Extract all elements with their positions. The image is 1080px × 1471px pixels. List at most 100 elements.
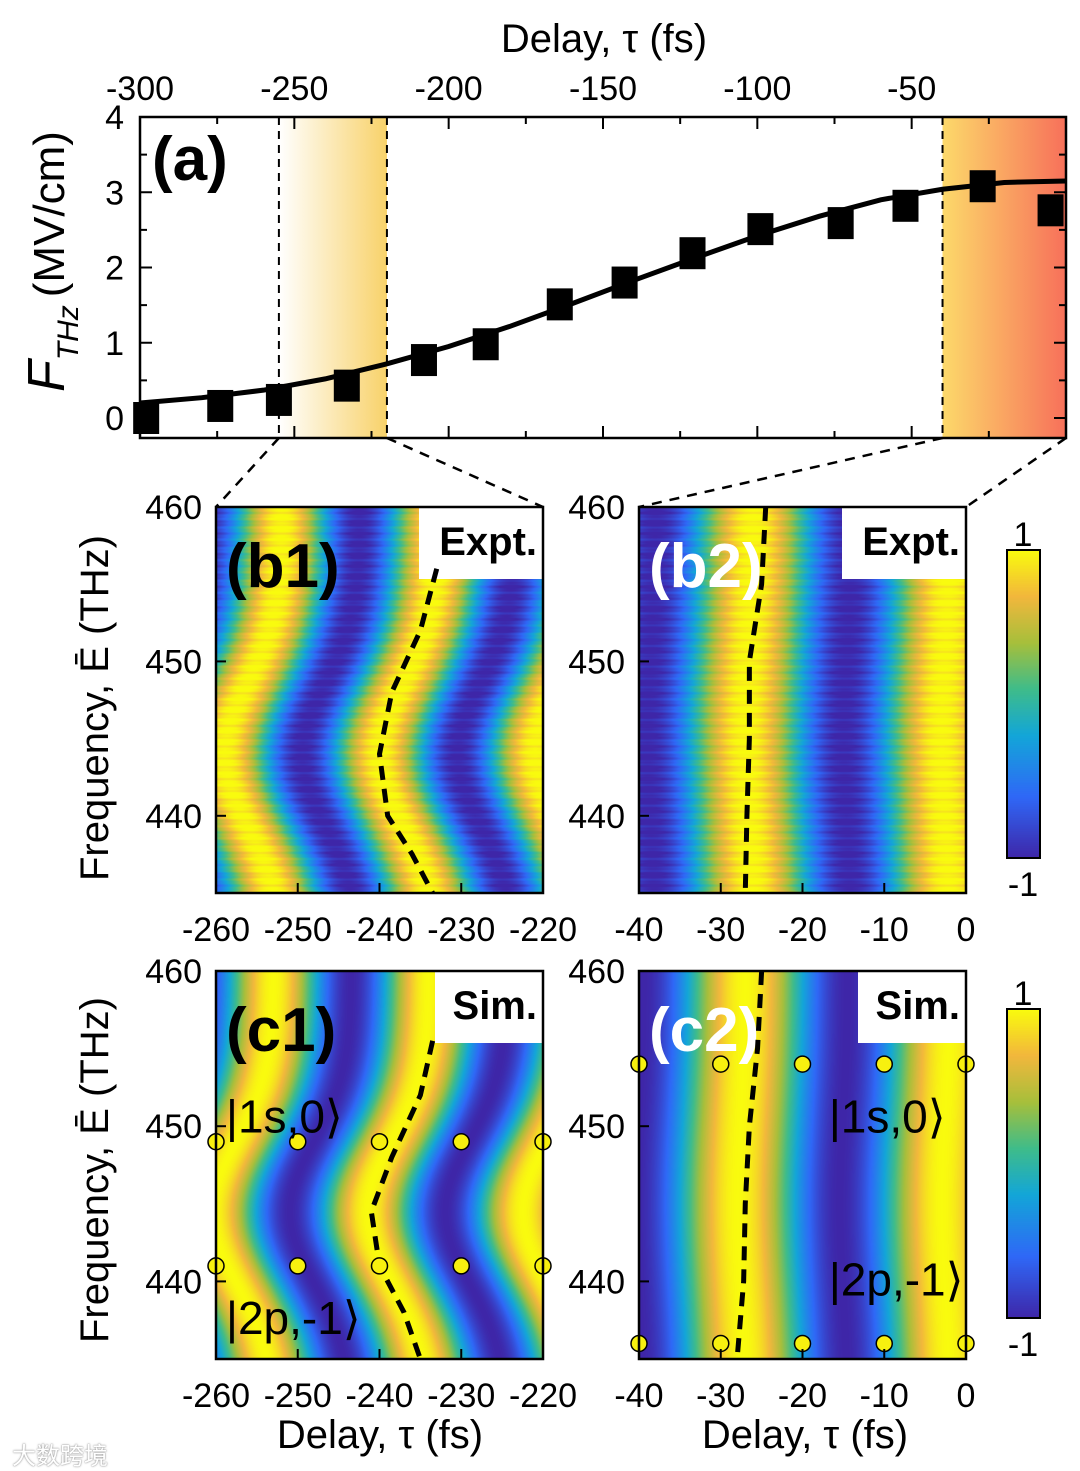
x-tick-label: -10 xyxy=(860,911,909,949)
data-point xyxy=(1037,194,1064,227)
state-marker-dot xyxy=(289,1132,307,1151)
x-tick-label: -260 xyxy=(182,911,250,949)
y-tick-label: 450 xyxy=(145,643,202,681)
y-tick-label: 450 xyxy=(568,643,625,681)
watermark: 大数跨境 xyxy=(12,1442,108,1470)
dashed-guide-b2 xyxy=(742,506,769,894)
state-marker-dot xyxy=(370,1257,389,1275)
zoom-connector-line xyxy=(386,436,544,509)
colorbar-frame xyxy=(1006,549,1041,859)
x-tick-label: -20 xyxy=(778,1377,827,1415)
zoom-connector-line xyxy=(215,437,280,508)
data-point xyxy=(611,266,638,299)
x-tick-label: -250 xyxy=(260,70,328,108)
data-point xyxy=(546,288,573,321)
y-tick-label: 2 xyxy=(105,250,124,288)
dashed-guide-c2 xyxy=(734,970,765,1360)
colorbar-frame xyxy=(1006,1008,1041,1319)
y-tick-label: 440 xyxy=(145,798,202,836)
x-tick-label: -30 xyxy=(696,1377,745,1415)
state-marker-dot xyxy=(712,1055,730,1073)
data-point xyxy=(827,207,854,240)
x-tick-label: -30 xyxy=(696,911,745,949)
x-tick-label: -240 xyxy=(345,1377,413,1415)
colorbar-max-label: 1 xyxy=(1014,516,1033,554)
y-tick-label: 450 xyxy=(568,1108,625,1146)
ket-label: |2p,-1⟩ xyxy=(829,1253,964,1305)
panel-label-c1: (c1) xyxy=(226,996,336,1065)
x-tick-label: -240 xyxy=(345,911,413,949)
tag-box xyxy=(842,507,966,579)
y-axis-subscript: THz xyxy=(52,305,85,360)
dashed-guide-c1 xyxy=(368,1040,436,1360)
y-tick-label: 460 xyxy=(145,953,202,991)
panel-label-b1: (b1) xyxy=(226,532,340,601)
zoom-connector-line xyxy=(638,436,943,509)
colorbar-top xyxy=(1007,550,1040,858)
state-marker-dot xyxy=(452,1257,470,1275)
x-tick-label: -230 xyxy=(427,1377,495,1415)
data-point xyxy=(969,170,996,203)
y-axis-symbol: F xyxy=(18,357,76,392)
state-marker-dot xyxy=(289,1257,307,1275)
data-point xyxy=(892,189,919,222)
panel-label-c2: (c2) xyxy=(649,996,759,1065)
state-marker-dot xyxy=(452,1132,470,1151)
y-tick-label: 4 xyxy=(105,99,124,137)
highlight-window xyxy=(278,117,387,438)
zoom-connector-line xyxy=(965,436,1067,509)
x-tick-label: -300 xyxy=(106,70,174,108)
panel-label-b2: (b2) xyxy=(649,532,763,601)
x-tick-label: -220 xyxy=(509,1377,577,1415)
x-tick-label: -260 xyxy=(182,1377,250,1415)
panel-label-a: (a) xyxy=(152,125,228,194)
y-axis-title: FTHz (MV/cm) xyxy=(18,131,85,392)
tag-box xyxy=(419,507,543,579)
tag-b2: Expt. xyxy=(862,520,960,564)
x-tick-label: -250 xyxy=(264,1377,332,1415)
colorbar-max-label: 1 xyxy=(1014,975,1033,1013)
y-tick-label: 450 xyxy=(145,1108,202,1146)
data-point xyxy=(333,369,360,402)
data-point xyxy=(207,389,234,422)
y-axis-title-frequency: Frequency, Ē (THz) xyxy=(73,535,117,881)
x-tick-label: -100 xyxy=(723,70,791,108)
x-tick-label: -150 xyxy=(569,70,637,108)
data-point xyxy=(410,344,437,377)
ket-label: |1s,0⟩ xyxy=(829,1090,946,1142)
x-axis-title-bottom: Delay, τ (fs) xyxy=(277,1413,483,1457)
data-point xyxy=(265,383,292,416)
x-tick-label: 0 xyxy=(957,1377,976,1415)
colorbar-min-label: -1 xyxy=(1008,866,1038,904)
y-tick-label: 460 xyxy=(145,489,202,527)
data-point xyxy=(133,402,160,434)
tag-b1: Expt. xyxy=(439,520,537,564)
y-tick-label: 0 xyxy=(105,400,124,438)
x-tick-label: 0 xyxy=(957,911,976,949)
x-tick-label: -200 xyxy=(415,70,483,108)
highlight-window xyxy=(942,117,1066,438)
x-tick-label: -220 xyxy=(509,911,577,949)
tag-c2: Sim. xyxy=(876,984,960,1028)
y-tick-label: 440 xyxy=(568,798,625,836)
tag-box xyxy=(435,971,543,1043)
y-tick-label: 460 xyxy=(568,953,625,991)
data-point xyxy=(747,213,774,246)
y-axis-title-frequency: Frequency, Ē (THz) xyxy=(73,997,117,1343)
state-marker-dot xyxy=(793,1055,812,1073)
ket-label: |2p,-1⟩ xyxy=(226,1292,361,1344)
x-tick-label: -20 xyxy=(778,911,827,949)
tag-box xyxy=(858,971,966,1043)
dashed-guide-b1 xyxy=(377,568,440,895)
y-tick-label: 460 xyxy=(568,489,625,527)
y-tick-label: 440 xyxy=(145,1263,202,1301)
colorbar-bottom xyxy=(1007,1009,1040,1318)
x-tick-label: -250 xyxy=(264,911,332,949)
y-tick-label: 1 xyxy=(105,325,124,363)
x-tick-label: -230 xyxy=(427,911,495,949)
x-axis-title-bottom: Delay, τ (fs) xyxy=(702,1413,908,1457)
y-tick-label: 440 xyxy=(568,1263,625,1301)
ket-label: |1s,0⟩ xyxy=(226,1090,343,1142)
